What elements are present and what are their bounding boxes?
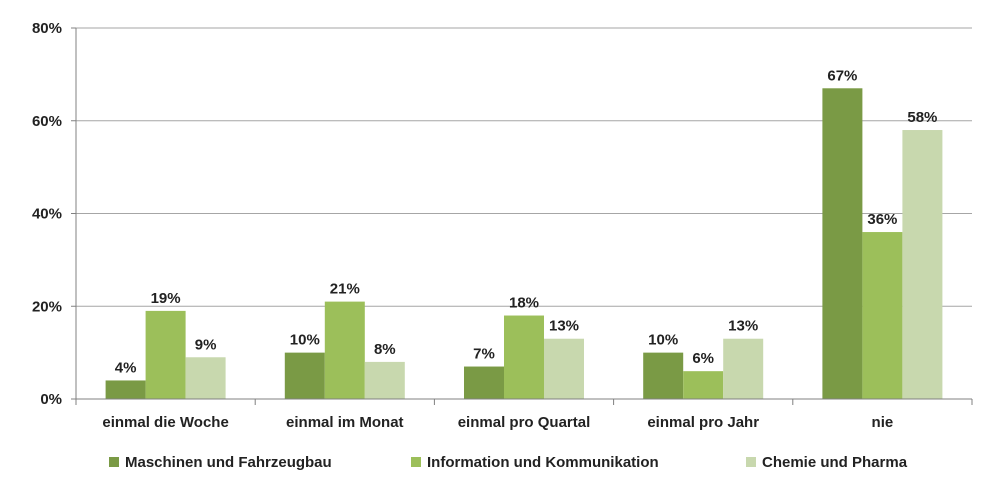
data-label: 9% (195, 336, 217, 353)
bar (105, 380, 146, 399)
data-label: 13% (549, 318, 579, 335)
bar (902, 130, 943, 399)
bar (544, 338, 584, 399)
bar (145, 310, 186, 399)
legend: Maschinen und Fahrzeugbau Information und… (109, 454, 908, 471)
data-label: 13% (728, 318, 758, 335)
data-label: 18% (509, 295, 539, 312)
data-labels: 4% 19% 9% 10% 21% 8% 7% 18% 13% 10% 6% 13% 67% 36% 58% (115, 67, 938, 376)
y-tick-label: 80% (32, 20, 62, 37)
data-label: 8% (374, 341, 396, 358)
legend-swatch (411, 457, 421, 467)
data-label: 6% (692, 350, 714, 367)
legend-label: Maschinen und Fahrzeugbau (125, 454, 332, 471)
bar (185, 357, 226, 399)
legend-swatch (746, 457, 756, 467)
bar (683, 371, 724, 399)
legend-swatch (109, 457, 119, 467)
legend-label: Chemie und Pharma (762, 454, 908, 471)
y-tick-label: 20% (32, 298, 62, 315)
bar (504, 315, 544, 399)
axes: 0% 20% 40% 60% 80% einmal die Woche einmal im … (32, 20, 973, 431)
y-tick-label: 0% (40, 391, 62, 408)
data-label: 21% (330, 281, 360, 298)
bar (284, 352, 325, 399)
bar (643, 352, 684, 399)
y-tick-label: 40% (32, 206, 62, 223)
x-category-label: einmal im Monat (286, 414, 404, 431)
y-tick-label: 60% (32, 113, 62, 130)
legend-label: Information und Kommunikation (427, 454, 659, 471)
x-category-label: nie (872, 414, 894, 431)
data-label: 7% (473, 346, 495, 363)
data-label: 10% (290, 332, 320, 349)
bar (862, 232, 903, 399)
data-label: 19% (151, 290, 181, 307)
bar (464, 366, 504, 399)
x-category-label: einmal pro Quartal (458, 414, 591, 431)
bars (105, 88, 943, 399)
data-label: 4% (115, 359, 137, 376)
data-label: 58% (907, 109, 937, 126)
bar (822, 88, 863, 399)
x-category-label: einmal die Woche (102, 414, 228, 431)
data-label: 36% (867, 211, 897, 228)
data-label: 10% (648, 332, 678, 349)
x-category-label: einmal pro Jahr (647, 414, 759, 431)
bar (723, 338, 764, 399)
bar (364, 361, 405, 399)
data-label: 67% (827, 67, 857, 84)
bar (324, 301, 365, 399)
